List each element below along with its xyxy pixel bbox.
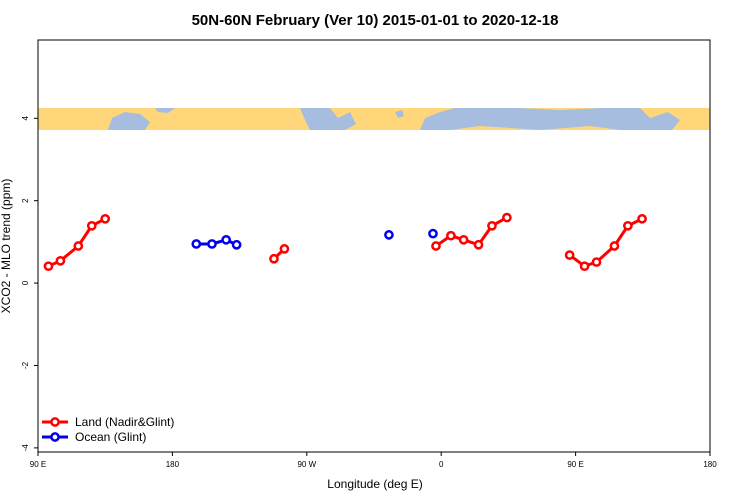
y-tick-label: -4: [21, 444, 30, 452]
point: [269, 253, 279, 264]
point: [428, 228, 438, 239]
point: [191, 239, 202, 249]
map-band: [38, 108, 710, 130]
x-tick-label: 90 W: [297, 460, 316, 469]
y-tick-label: 2: [21, 198, 30, 203]
point: [446, 230, 456, 241]
point: [43, 261, 54, 272]
legend-label: Ocean (Glint): [75, 430, 146, 444]
x-tick-label: 180: [166, 460, 180, 469]
x-tick-label: 0: [439, 460, 444, 469]
point: [487, 220, 497, 231]
y-tick-label: 4: [21, 116, 30, 121]
x-axis-label: Longitude (deg E): [327, 477, 422, 491]
series-line: [196, 234, 433, 245]
point: [100, 213, 111, 224]
series-line: [47, 216, 643, 268]
plot-frame: [37, 39, 711, 453]
point: [579, 261, 590, 272]
point: [86, 220, 97, 231]
point: [55, 255, 66, 266]
point: [502, 212, 512, 223]
x-tick-label: 90 E: [567, 460, 583, 469]
point: [609, 241, 620, 251]
point: [623, 220, 633, 231]
point: [231, 239, 242, 250]
x-tick-label: 180: [703, 460, 717, 469]
map-land: [108, 108, 175, 130]
point: [591, 257, 602, 267]
x-tick-label: 90 E: [30, 460, 46, 469]
legend-label: Land (Nadir&Glint): [75, 415, 174, 429]
chart-title: 50N-60N February (Ver 10) 2015-01-01 to …: [192, 12, 559, 29]
legend-marker: [50, 432, 60, 442]
point: [431, 241, 441, 251]
y-tick-label: 0: [21, 280, 30, 285]
legend-marker: [50, 417, 60, 427]
point: [473, 239, 484, 250]
point: [73, 241, 84, 251]
map-land: [300, 108, 356, 130]
point: [458, 234, 469, 245]
point: [384, 230, 394, 240]
y-tick-label: -2: [21, 361, 30, 369]
point: [207, 239, 217, 249]
point: [564, 250, 575, 260]
point: [221, 234, 232, 245]
map-land: [420, 108, 680, 130]
point: [279, 244, 290, 254]
y-axis-label: XCO2 - MLO trend (ppm): [0, 179, 13, 314]
point: [637, 213, 647, 224]
map-land: [395, 110, 404, 118]
